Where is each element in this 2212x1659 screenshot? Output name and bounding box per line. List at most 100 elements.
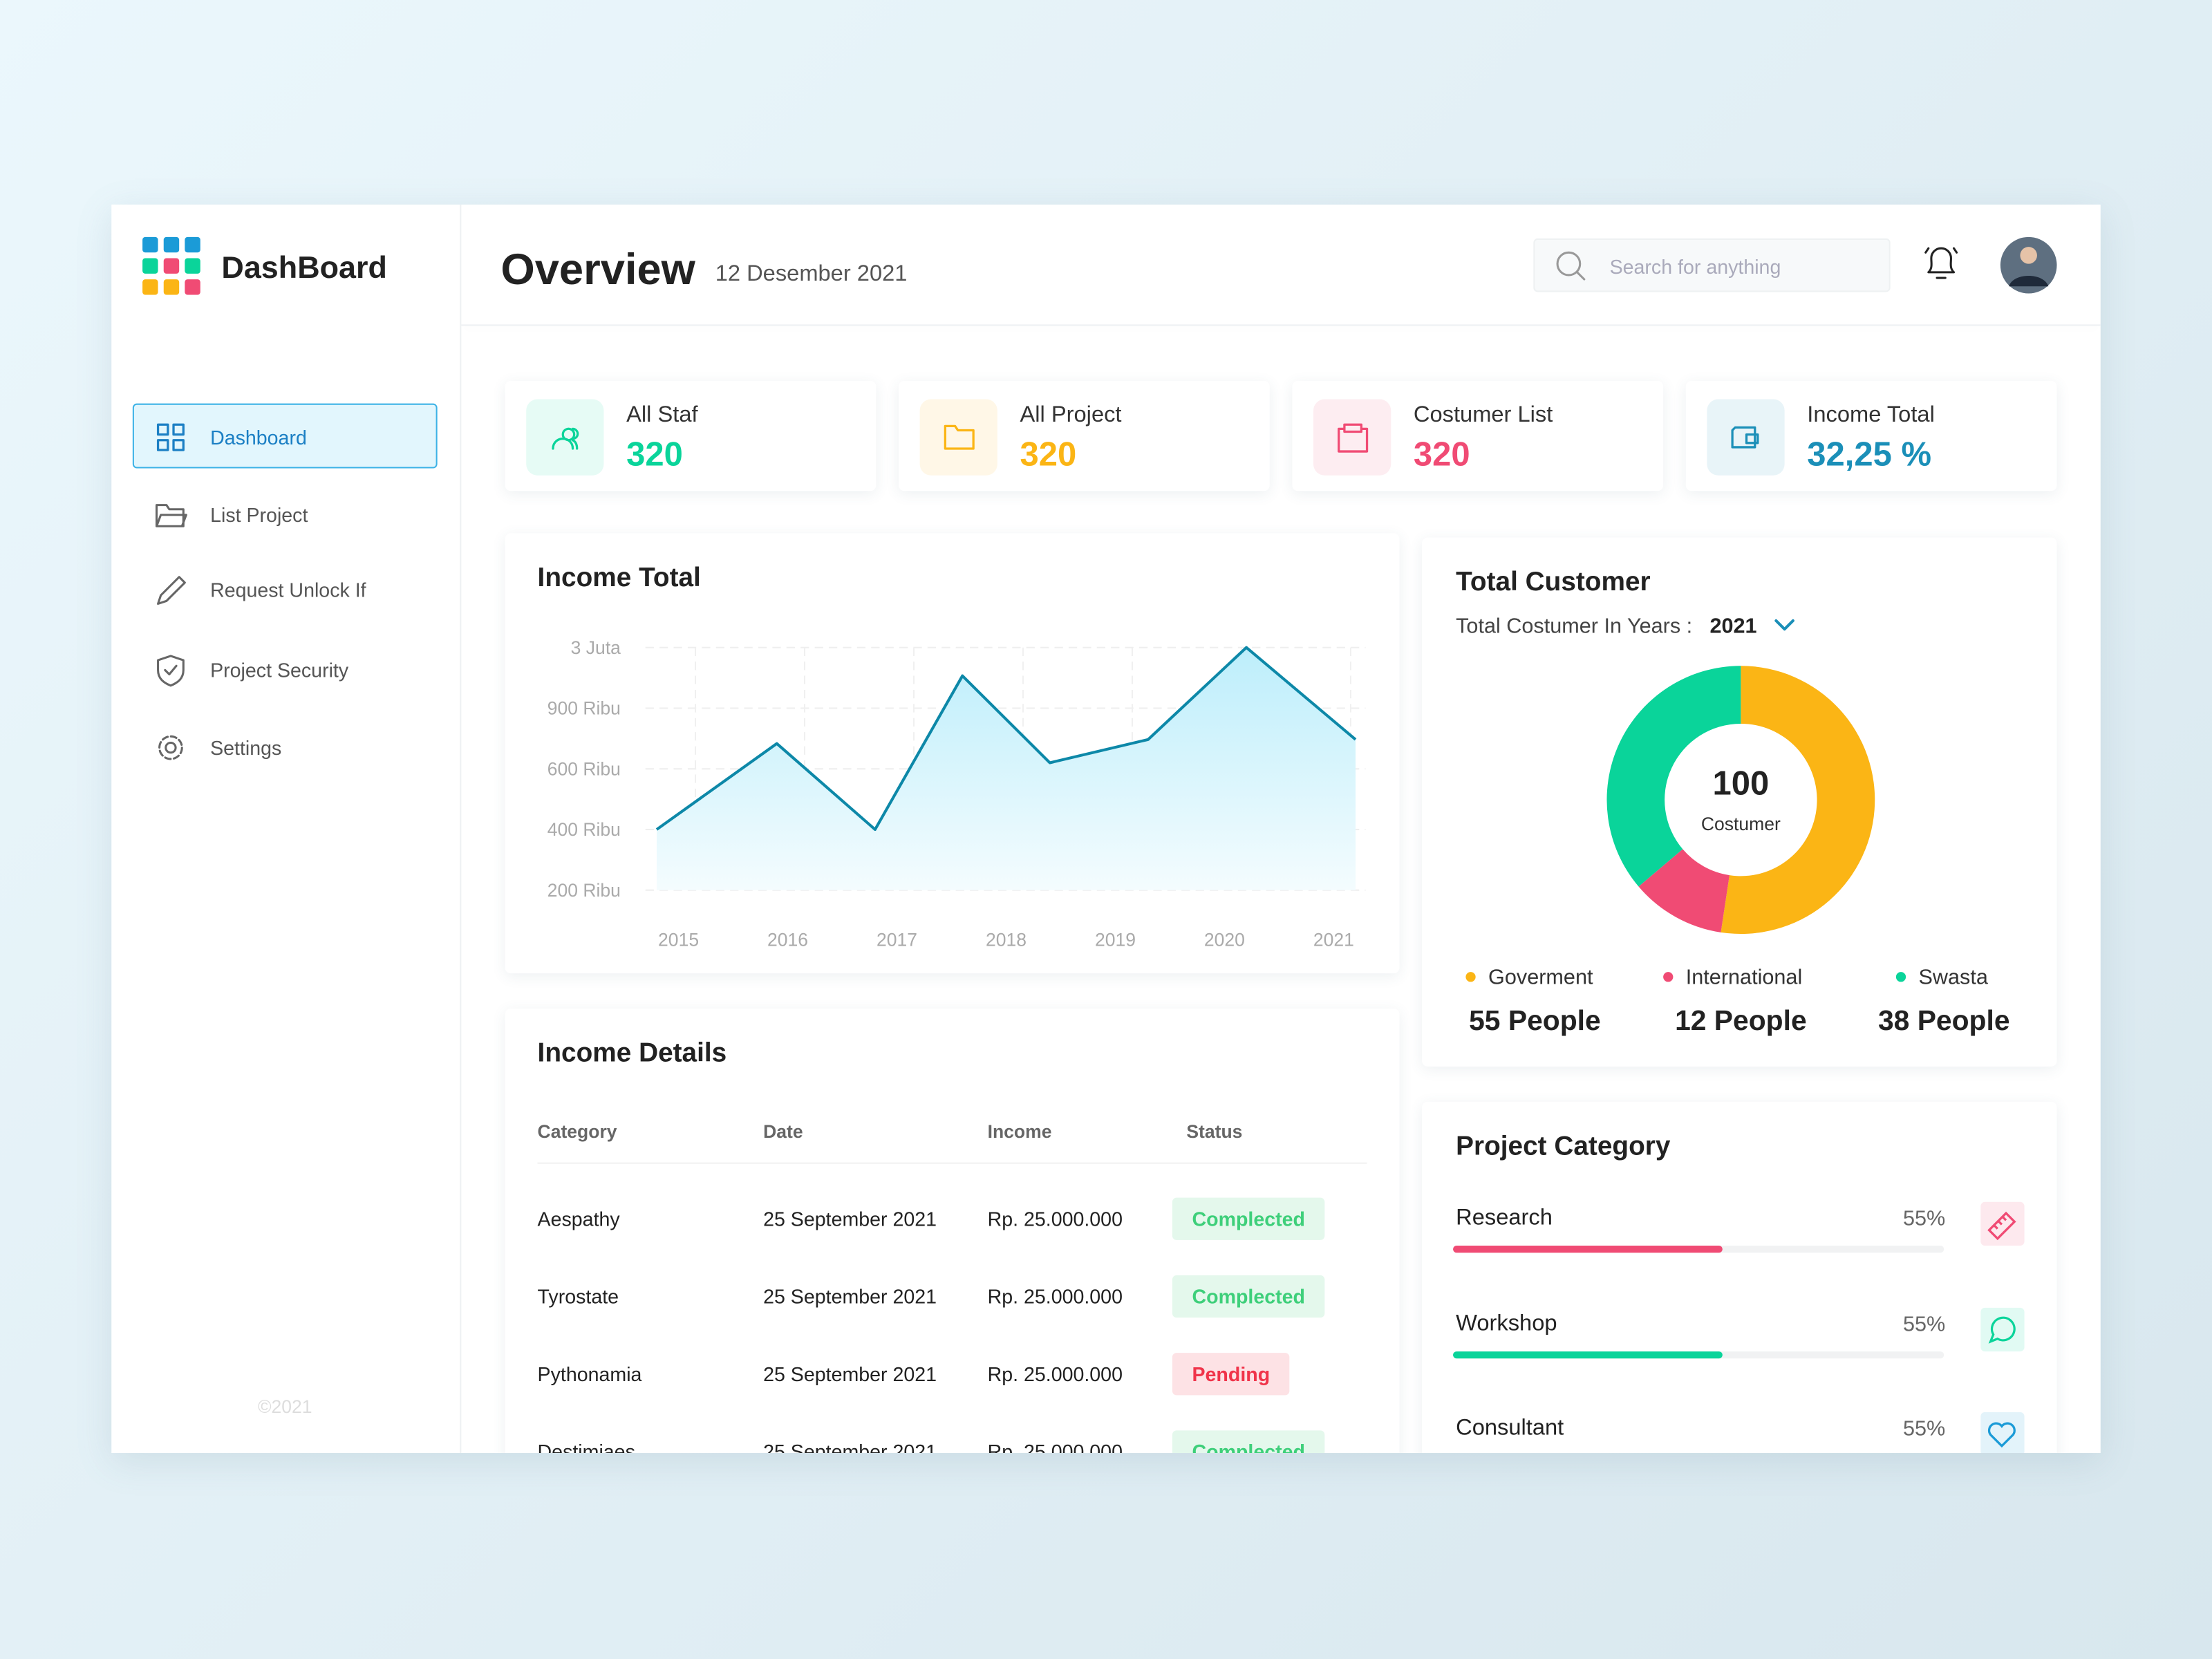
progress-bar (1453, 1351, 1723, 1358)
table-title: Income Details (537, 1039, 727, 1069)
y-tick-label: 200 Ribu (547, 879, 621, 901)
chart-subtitle: Total Costumer In Years : (1456, 614, 1693, 639)
table-cell: 25 September 2021 (763, 1207, 937, 1230)
category-name: Research (1456, 1206, 1553, 1230)
y-tick-label: 900 Ribu (547, 697, 621, 719)
gear-icon (158, 735, 183, 760)
stat-icon-bg (919, 399, 997, 476)
table-cell: Destimiaes (537, 1440, 635, 1454)
pencil-icon (157, 576, 186, 605)
table-cell: Rp. 25.000.000 (987, 1440, 1123, 1454)
menu-item[interactable]: List Project (210, 503, 308, 527)
status-badge (1172, 1430, 1325, 1454)
category-icon-bg (1980, 1201, 2025, 1246)
menu-active[interactable] (132, 403, 438, 469)
menu-item[interactable]: Project Security (210, 659, 349, 682)
table-cell: Aespathy (537, 1207, 620, 1230)
table-cell: Rp. 25.000.000 (987, 1285, 1123, 1308)
stat-icon-bg (526, 399, 604, 476)
search-box[interactable] (1533, 238, 1891, 292)
legend-label: International (1685, 965, 1803, 990)
folder-icon (155, 504, 187, 527)
stat-value: 320 (626, 435, 683, 474)
sidebar-divider (460, 204, 462, 1454)
legend-label: Goverment (1488, 965, 1593, 990)
card-title: Project Category (1456, 1132, 1671, 1162)
legend-dot (1465, 972, 1476, 982)
x-tick-label: 2017 (877, 928, 918, 950)
legend-value: 38 People (1877, 1006, 2010, 1037)
progress-bar (1453, 1246, 1723, 1253)
y-tick-label: 3 Juta (570, 637, 621, 659)
chart-title: Income Total (537, 563, 701, 594)
page-date: 12 Desember 2021 (715, 262, 908, 287)
y-tick-label: 600 Ribu (547, 758, 621, 780)
status-badge (1172, 1197, 1325, 1240)
year-select[interactable]: 2021 (1709, 614, 1757, 639)
table-cell: 25 September 2021 (763, 1362, 937, 1386)
shield-icon (157, 655, 185, 687)
x-tick-label: 2021 (1313, 928, 1354, 950)
table-header: Category (537, 1121, 617, 1143)
stat-value: 320 (1020, 435, 1077, 474)
x-tick-label: 2018 (985, 928, 1027, 950)
x-tick-label: 2015 (658, 928, 700, 950)
category-icon-bg (1980, 1412, 2025, 1454)
stat-value: 32,25 % (1807, 435, 1932, 474)
income-details-card (505, 1009, 1400, 1454)
category-percent: 55% (1902, 1311, 1946, 1336)
category-icon-bg (1980, 1306, 2025, 1351)
stat-label: All Staf (626, 403, 698, 428)
table-cell: Rp. 25.000.000 (987, 1207, 1123, 1230)
table-cell: Rp. 25.000.000 (987, 1362, 1123, 1386)
category-percent: 55% (1902, 1416, 1946, 1441)
logo (142, 236, 200, 295)
table-header-rule (537, 1162, 1367, 1164)
category-name: Workshop (1456, 1311, 1557, 1335)
header-divider (461, 324, 2101, 326)
content: DashBoard Dashboard List Project Request Un… (111, 204, 2101, 1454)
legend-value: 12 People (1675, 1006, 1807, 1037)
status-text: Complected (1192, 1207, 1306, 1230)
legend-dot (1663, 972, 1674, 982)
x-tick-label: 2020 (1203, 928, 1245, 950)
status-text: Complected (1192, 1285, 1306, 1308)
page-title: Overview (500, 245, 695, 294)
legend-label: Swasta (1918, 965, 1988, 990)
stat-label: Income Total (1807, 403, 1935, 428)
status-text: Complected (1192, 1440, 1306, 1454)
x-tick-label: 2019 (1094, 928, 1136, 950)
menu-item[interactable]: Request Unlock If (210, 578, 366, 601)
stat-value: 320 (1413, 435, 1470, 474)
status-text: Pending (1192, 1362, 1271, 1386)
legend-dot (1895, 972, 1906, 982)
y-tick-label: 400 Ribu (547, 818, 621, 841)
table-cell: Pythonamia (537, 1362, 642, 1386)
table-cell: 25 September 2021 (763, 1440, 937, 1454)
menu-item[interactable]: Settings (210, 736, 282, 759)
stat-label: Costumer List (1413, 403, 1553, 428)
stat-icon-bg (1313, 399, 1391, 476)
stat-icon-bg (1707, 399, 1785, 476)
status-badge (1172, 1275, 1325, 1318)
brand-name: DashBoard (221, 250, 387, 285)
chart-title: Total Customer (1456, 568, 1651, 598)
x-tick-label: 2016 (767, 928, 809, 950)
table-header: Status (1186, 1121, 1243, 1143)
table-cell: 25 September 2021 (763, 1285, 937, 1308)
project-category-card (1422, 1101, 2057, 1454)
bell-icon (1924, 247, 1958, 279)
avatar (2000, 236, 2057, 294)
table-header: Income (987, 1121, 1052, 1143)
table-cell: Tyrostate (537, 1285, 619, 1308)
table-header: Date (763, 1121, 803, 1143)
category-name: Consultant (1456, 1416, 1564, 1441)
category-percent: 55% (1902, 1206, 1946, 1231)
stat-label: All Project (1020, 403, 1122, 428)
menu-item[interactable]: Dashboard (210, 426, 307, 449)
copyright: ©2021 (257, 1396, 312, 1417)
status-badge (1172, 1353, 1290, 1396)
legend-value: 55 People (1469, 1006, 1601, 1037)
search-placeholder[interactable]: Search for anything (1609, 255, 1781, 279)
